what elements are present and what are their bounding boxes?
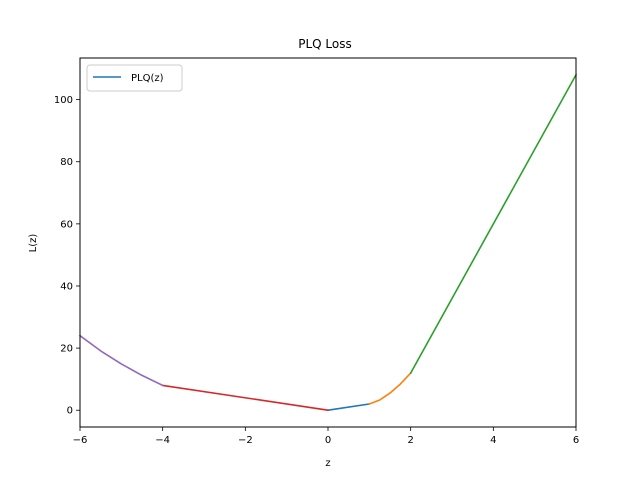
legend: PLQ(z) [86,64,183,92]
plot-area [80,58,576,427]
series-line-4 [78,334,164,387]
series-line-2 [409,73,578,375]
x-tick-label: 6 [573,435,579,446]
legend-label: PLQ(z) [131,73,164,84]
series-line-0 [327,403,371,412]
y-axis-label: L(z) [28,234,39,253]
legend-box [86,64,183,92]
series-layer [78,73,578,412]
y-tick-label: 0 [67,406,73,417]
axes-frame [79,57,577,428]
chart-title: PLQ Loss [298,37,352,51]
y-tick-label: 80 [60,157,73,168]
x-tick-label: −4 [155,435,170,446]
x-tick-label: 4 [490,435,496,446]
y-tick-label: 40 [60,281,73,292]
x-tick-label: −2 [238,435,253,446]
x-tick-label: 0 [325,435,331,446]
y-tick-label: 20 [60,344,73,355]
x-tick-label: −6 [73,435,88,446]
x-axis-label: z [325,458,330,469]
y-tick-label: 60 [60,219,73,230]
series-line-1 [368,371,412,406]
series-line-3 [161,384,329,412]
y-tick-label: 100 [54,95,73,106]
x-tick-label: 2 [407,435,413,446]
